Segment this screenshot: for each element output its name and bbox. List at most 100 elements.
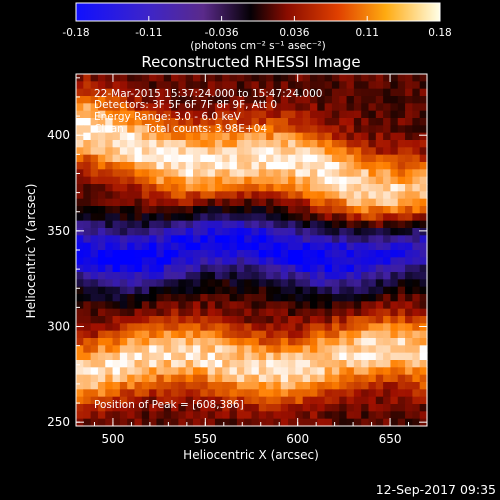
heatmap-cell [310, 220, 318, 229]
heatmap-cell [134, 338, 143, 346]
heatmap-cell [141, 360, 150, 368]
heatmap-cell [317, 323, 326, 332]
heatmap-cell [339, 411, 348, 420]
heatmap-cell [288, 257, 296, 266]
heatmap-cell [280, 191, 289, 200]
heatmap-cell [397, 418, 406, 427]
heatmap-cell [163, 382, 172, 390]
heatmap-cell [339, 404, 348, 412]
heatmap-cell [156, 74, 165, 82]
heatmap-cell [419, 382, 428, 390]
colorbar-tick-label: -0.18 [62, 27, 89, 39]
heatmap-cell [200, 272, 209, 280]
heatmap-cell [178, 360, 187, 368]
heatmap-cell [295, 162, 304, 170]
heatmap-cell [251, 404, 260, 412]
heatmap-cell [90, 242, 99, 251]
heatmap-cell [331, 162, 340, 170]
heatmap-cell [244, 213, 253, 222]
heatmap-cell [171, 154, 179, 163]
heatmap-cell [310, 286, 318, 295]
annotation-detectors: Detectors: 3F 5F 6F 7F 8F 9F, Att 0 [94, 99, 277, 111]
heatmap-cell [353, 323, 362, 332]
heatmap-cell [339, 140, 348, 148]
heatmap-cell [412, 352, 421, 361]
heatmap-cell [163, 103, 172, 112]
heatmap-cell [412, 74, 421, 82]
heatmap-cell [405, 198, 413, 207]
heatmap-cell [207, 316, 216, 324]
heatmap-cell [141, 176, 150, 185]
heatmap-cell [353, 213, 362, 222]
heatmap-cell [193, 81, 201, 90]
heatmap-cell [295, 88, 304, 97]
heatmap-cell [178, 213, 187, 222]
heatmap-cell [222, 74, 231, 82]
heatmap-cell [258, 118, 267, 126]
heatmap-cell [156, 257, 165, 266]
heatmap-cell [339, 308, 348, 317]
heatmap-cell [229, 382, 238, 390]
heatmap-cell [163, 279, 172, 288]
heatmap-cell [280, 132, 289, 141]
heatmap-cell [200, 382, 209, 390]
heatmap-cell [119, 103, 128, 112]
heatmap-cell [339, 367, 348, 376]
heatmap-cell [171, 382, 179, 390]
heatmap-cell [156, 389, 165, 398]
heatmap-cell [317, 330, 326, 339]
heatmap-cell [273, 213, 282, 222]
heatmap-cell [207, 360, 216, 368]
heatmap-cell [193, 411, 201, 420]
heatmap-cell [229, 132, 238, 141]
heatmap-cell [149, 411, 158, 420]
heatmap-cell [76, 367, 84, 376]
heatmap-cell [149, 74, 158, 82]
heatmap-cell [346, 206, 355, 214]
heatmap-cell [127, 154, 136, 163]
heatmap-cell [266, 382, 275, 390]
heatmap-cell [112, 389, 121, 398]
heatmap-cell [295, 198, 304, 207]
heatmap-cell [346, 345, 355, 354]
heatmap-cell [127, 198, 136, 207]
heatmap-cell [280, 220, 289, 229]
heatmap-cell [83, 279, 92, 288]
heatmap-cell [134, 279, 143, 288]
heatmap-cell [178, 228, 187, 236]
heatmap-cell [112, 81, 121, 90]
heatmap-cell [288, 396, 296, 405]
heatmap-cell [353, 382, 362, 390]
heatmap-cell [105, 418, 114, 427]
heatmap-cell [361, 279, 370, 288]
heatmap-cell [419, 308, 428, 317]
heatmap-cell [302, 264, 311, 273]
heatmap-cell [127, 191, 136, 200]
heatmap-cell [405, 301, 413, 310]
heatmap-cell [178, 198, 187, 207]
heatmap-cell [214, 404, 223, 412]
heatmap-cell [236, 220, 245, 229]
heatmap-cell [127, 345, 136, 354]
heatmap-cell [353, 220, 362, 229]
heatmap-cell [251, 360, 260, 368]
heatmap-cell [229, 96, 238, 104]
heatmap-cell [353, 352, 362, 361]
heatmap-cell [324, 250, 333, 258]
heatmap-cell [280, 213, 289, 222]
heatmap-cell [200, 389, 209, 398]
heatmap-cell [258, 220, 267, 229]
heatmap-cell [134, 250, 143, 258]
heatmap-cell [244, 169, 253, 178]
heatmap-cell [375, 125, 384, 134]
heatmap-cell [141, 198, 150, 207]
heatmap-cell [375, 213, 384, 222]
heatmap-cell [266, 154, 275, 163]
heatmap-cell [171, 308, 179, 317]
heatmap-cell [134, 316, 143, 324]
heatmap-cell [302, 316, 311, 324]
heatmap-cell [236, 279, 245, 288]
heatmap-cell [375, 206, 384, 214]
heatmap-cell [324, 382, 333, 390]
heatmap-cell [339, 330, 348, 339]
